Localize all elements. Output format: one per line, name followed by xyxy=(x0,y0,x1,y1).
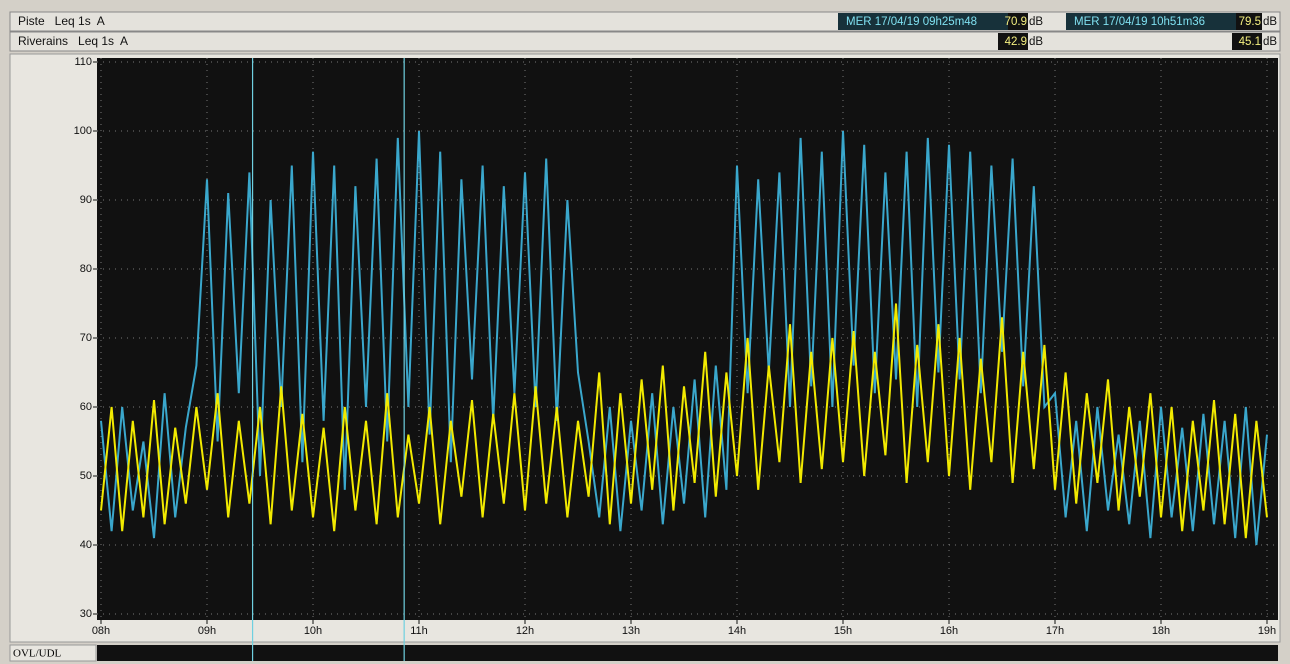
y-tick-label: 80 xyxy=(80,263,92,275)
x-tick-label: 18h xyxy=(1152,625,1170,637)
plot-area xyxy=(97,58,1278,620)
x-tick-label: 08h xyxy=(92,625,110,637)
y-tick-label: 90 xyxy=(80,194,92,206)
value-box xyxy=(1008,13,1028,30)
y-tick-label: 30 xyxy=(80,608,92,620)
x-tick-label: 15h xyxy=(834,625,852,637)
unit: dB xyxy=(1029,16,1043,28)
x-tick-label: 11h xyxy=(410,625,428,637)
cursor-value: 42.9 xyxy=(1005,36,1027,48)
x-tick-label: 14h xyxy=(728,625,746,637)
x-tick-label: 16h xyxy=(940,625,958,637)
header-row xyxy=(9,31,1281,52)
y-tick-label: 110 xyxy=(74,56,92,68)
cursor-box xyxy=(1066,13,1236,30)
status-bar xyxy=(97,645,1278,661)
series-name: Riverains Leq 1s A xyxy=(18,34,128,48)
x-tick-label: 13h xyxy=(622,625,640,637)
status-label: OVL/UDL xyxy=(13,648,62,660)
x-tick-label: 09h xyxy=(198,625,216,637)
status-box xyxy=(9,644,97,662)
series-name: Piste Leq 1s A xyxy=(18,14,105,28)
y-tick-label: 40 xyxy=(80,539,92,551)
x-tick-label: 19h xyxy=(1258,625,1276,637)
cursor-time: MER 17/04/19 09h25m48 xyxy=(846,16,977,28)
cursor-box xyxy=(838,13,1008,30)
value-box xyxy=(1236,13,1262,30)
y-tick-label: 60 xyxy=(80,401,92,413)
cursor-value: 70.9 xyxy=(1005,16,1027,28)
x-tick-label: 17h xyxy=(1046,625,1064,637)
unit: dB xyxy=(1029,36,1043,48)
x-tick-label: 12h xyxy=(516,625,534,637)
value-box xyxy=(998,33,1028,50)
cursor-value: 79.5 xyxy=(1239,16,1261,28)
unit: dB xyxy=(1263,16,1277,28)
series-line xyxy=(100,303,1268,539)
y-tick-label: 70 xyxy=(80,332,92,344)
cursor-time: MER 17/04/19 10h51m36 xyxy=(1074,16,1205,28)
value-box xyxy=(1232,33,1262,50)
cursor-value: 45.1 xyxy=(1239,36,1261,48)
y-tick-label: 100 xyxy=(74,125,92,137)
x-tick-label: 10h xyxy=(304,625,322,637)
unit: dB xyxy=(1263,36,1277,48)
y-tick-label: 50 xyxy=(80,470,92,482)
